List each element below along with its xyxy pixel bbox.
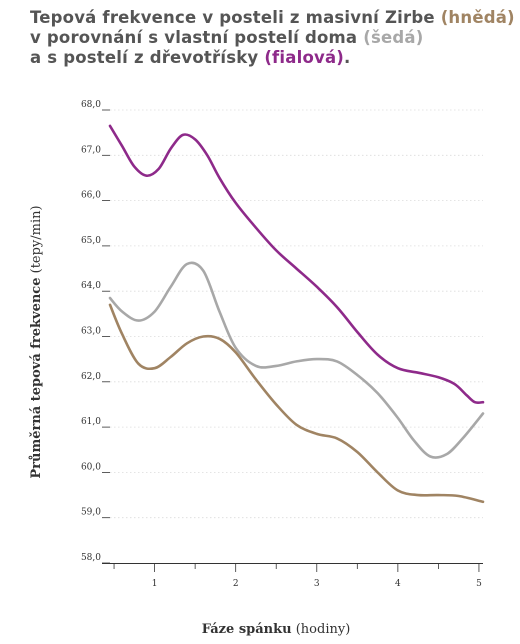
series-line-brown [108,303,485,504]
y-axis-title-normal: (tepy/min) [29,205,44,277]
title-line-3: a s postelí z dřevotřísky (fialová). [30,48,510,68]
y-tick-label: 63,0 [81,327,101,337]
y-tick-label: 59,0 [81,508,101,518]
x-tick-label: 3 [314,579,320,589]
y-tick-label: 66,0 [81,191,101,201]
y-tick-label: 67,0 [81,145,101,155]
title-line-2-text: v porovnání s vlastní postelí doma [30,28,364,47]
title-highlight-brown: (hnědá) [440,8,515,27]
title-line-1: Tepová frekvence v posteli z masivní Zir… [30,8,515,28]
gridlines [102,109,483,564]
x-tick-label: 1 [152,579,158,589]
y-tick-label: 65,0 [81,236,101,246]
title-line-3-text: a s postelí z dřevotřísky [30,48,265,67]
title-line-1-text: Tepová frekvence v posteli z masivní Zir… [30,8,441,27]
x-tick-label: 5 [476,579,482,589]
y-axis-title-bold: Průměrná tepová frekvence [29,278,44,479]
x-axis-title-bold: Fáze spánku [202,622,292,637]
series-line-gray [108,261,485,459]
y-axis-tick-labels: 58,0 59,0 60,0 61,0 62,0 63,0 64,0 65,0 66,0 67,0… [81,100,101,563]
chart-title: Tepová frekvence v posteli z masivní Zir… [30,8,515,68]
title-highlight-gray: (šedá) [363,28,424,47]
y-axis-title: Průměrná tepová frekvence (tepy/min) [29,205,44,478]
y-tick-label: 60,0 [81,462,101,472]
series-lines [108,124,485,504]
y-tick-label: 61,0 [81,417,101,427]
x-tick-label: 4 [395,579,401,589]
y-tick-label: 68,0 [81,100,101,110]
title-line-2: v porovnání s vlastní postelí doma (šedá… [30,28,510,48]
x-axis-title-normal: (hodiny) [292,622,351,637]
y-tick-label: 64,0 [81,281,101,291]
title-line-3-end: . [344,48,351,67]
series-line-purple [108,124,485,404]
x-axis: 1 2 3 4 5 [102,563,483,589]
title-highlight-purple: (fialová) [264,48,345,67]
x-axis-title: Fáze spánku (hodiny) [202,622,351,637]
y-tick-label: 62,0 [81,372,101,382]
y-tick-label: 58,0 [81,553,101,563]
x-tick-label: 2 [233,579,239,589]
